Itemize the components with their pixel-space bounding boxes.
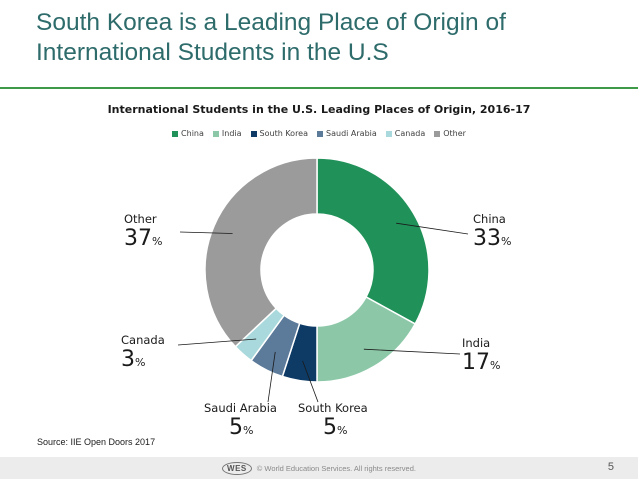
legend-swatch [212, 130, 219, 137]
value-number: 33 [473, 226, 501, 251]
footer-bar: WES © World Education Services. All righ… [0, 457, 638, 479]
value-number: 5 [323, 415, 337, 440]
legend-swatch [172, 130, 179, 137]
slide-title: South Korea is a Leading Place of Origin… [36, 9, 506, 66]
legend-label: Other [443, 129, 466, 138]
value-unit: % [501, 235, 512, 248]
callout-value: 3% [121, 347, 165, 376]
callout-label: South Korea [298, 401, 368, 415]
leader-line-canada [177, 338, 257, 346]
callout-value: 37% [124, 226, 162, 255]
source-note: Source: IIE Open Doors 2017 [37, 437, 156, 447]
legend-item-other: Other [434, 129, 466, 138]
callout-label: Canada [121, 333, 165, 347]
page-number: 5 [607, 461, 614, 473]
leader-line-india [363, 348, 461, 355]
value-unit: % [152, 235, 163, 248]
legend-label: China [181, 129, 204, 138]
callout-value: 33% [473, 226, 511, 255]
callout-value: 5% [298, 415, 368, 444]
callout-label: Other [124, 212, 157, 226]
callout-china: China 33% [473, 212, 511, 255]
legend-swatch [250, 130, 257, 137]
legend-swatch [317, 130, 324, 137]
legend-item-canada: Canada [385, 129, 426, 138]
legend-item-india: India [212, 129, 242, 138]
chart-legend: China India South Korea Saudi Arabia Can… [0, 129, 638, 138]
callout-label: Saudi Arabia [204, 401, 277, 415]
legend-label: South Korea [259, 129, 309, 138]
legend-swatch [434, 130, 441, 137]
callout-other: Other 37% [124, 212, 162, 255]
legend-item-china: China [172, 129, 204, 138]
value-unit: % [243, 424, 254, 437]
wes-logo: WES [222, 461, 252, 475]
donut-slice-other [204, 157, 318, 348]
callout-canada: Canada 3% [121, 333, 165, 376]
callout-value: 17% [462, 350, 500, 379]
leader-line-saudi-arabia [267, 351, 276, 403]
callout-india: India 17% [462, 336, 500, 379]
callout-saudi-arabia: Saudi Arabia 5% [204, 401, 277, 444]
leader-line-other [179, 231, 233, 234]
value-number: 5 [229, 415, 243, 440]
value-number: 17 [462, 350, 490, 375]
legend-item-saudi-arabia: Saudi Arabia [317, 129, 377, 138]
leader-line-china [396, 222, 469, 235]
legend-label: India [221, 129, 242, 138]
title-divider [0, 87, 638, 89]
leader-line-south-korea [302, 360, 319, 403]
value-number: 3 [121, 347, 135, 372]
copyright-text: © World Education Services. All rights r… [256, 463, 416, 473]
value-unit: % [490, 359, 501, 372]
donut-slice-china [316, 157, 430, 325]
value-unit: % [135, 356, 146, 369]
legend-label: Saudi Arabia [326, 129, 377, 138]
value-unit: % [337, 424, 348, 437]
callout-value: 5% [204, 415, 277, 444]
chart-title: International Students in the U.S. Leadi… [107, 103, 531, 116]
callout-south-korea: South Korea 5% [298, 401, 368, 444]
footer-center: WES © World Education Services. All righ… [0, 457, 638, 479]
callout-label: China [473, 212, 506, 226]
callout-label: India [462, 336, 491, 350]
value-number: 37 [124, 226, 152, 251]
legend-swatch [385, 130, 392, 137]
legend-label: Canada [394, 129, 426, 138]
legend-item-south-korea: South Korea [250, 129, 309, 138]
